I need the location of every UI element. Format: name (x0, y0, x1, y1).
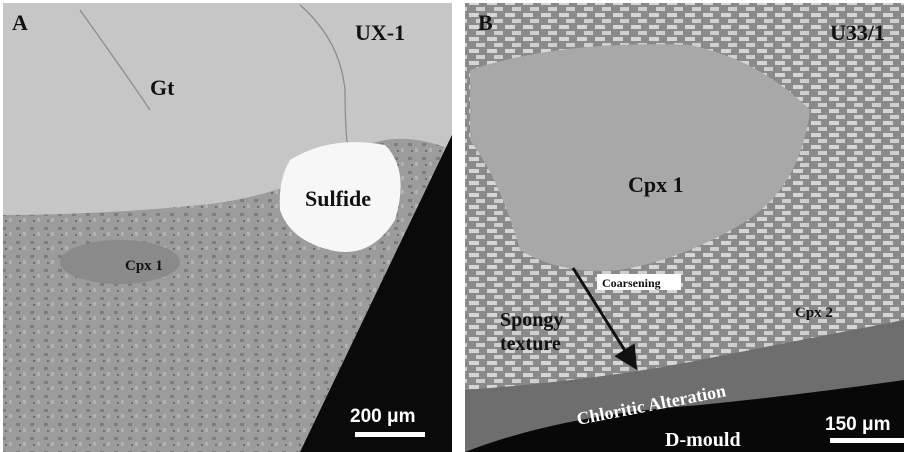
texture-label: Spongy (500, 309, 563, 331)
mineral-label: Cpx 1 (628, 172, 684, 197)
mineral-label: Sulfide (305, 186, 371, 211)
mineral-label: Cpx 1 (125, 258, 163, 274)
scale-bar (355, 432, 425, 437)
panel-label: B (478, 10, 493, 35)
sample-id: U33/1 (830, 20, 885, 45)
mineral-label: Gt (150, 75, 175, 100)
figure: A UX-1 Gt Sulfide Cpx 1 200 μm B U33/1 C… (0, 0, 904, 452)
scale-bar (830, 438, 904, 443)
panel-a: A UX-1 Gt Sulfide Cpx 1 200 μm (3, 3, 452, 452)
panel-label: A (12, 10, 28, 35)
zone-label: D-mould (665, 429, 741, 451)
sample-id: UX-1 (355, 20, 405, 45)
panel-b: B U33/1 Cpx 1 Coarsening Spongy texture … (465, 3, 904, 452)
process-label: Coarsening (602, 276, 661, 290)
scale-bar-label: 150 μm (825, 414, 891, 435)
texture-label: texture (500, 333, 561, 355)
scale-bar-label: 200 μm (350, 406, 416, 427)
mineral-label: Cpx 2 (795, 305, 833, 321)
